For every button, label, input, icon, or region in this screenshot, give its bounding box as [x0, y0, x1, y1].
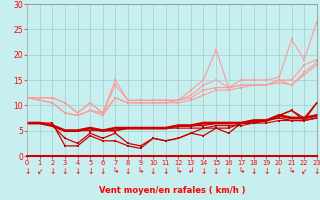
Text: ↓: ↓ [24, 167, 30, 176]
Text: ↓: ↓ [163, 167, 169, 176]
Text: ↓: ↓ [276, 167, 282, 176]
Text: ↓: ↓ [213, 167, 219, 176]
Text: ↓: ↓ [150, 167, 156, 176]
Text: ↓: ↓ [62, 167, 68, 176]
Text: ↓: ↓ [74, 167, 81, 176]
Text: ↳: ↳ [288, 167, 295, 176]
Text: ↓: ↓ [49, 167, 56, 176]
Text: ↙: ↙ [36, 167, 43, 176]
Text: ↓: ↓ [200, 167, 207, 176]
Text: ↳: ↳ [175, 167, 181, 176]
Text: ↳: ↳ [238, 167, 244, 176]
Text: ↓: ↓ [100, 167, 106, 176]
Text: ↳: ↳ [137, 167, 144, 176]
Text: ↓: ↓ [125, 167, 131, 176]
Text: ↓: ↓ [87, 167, 93, 176]
Text: ↓: ↓ [263, 167, 270, 176]
Text: ↓: ↓ [314, 167, 320, 176]
Text: ↓: ↓ [226, 167, 232, 176]
Text: ↙: ↙ [301, 167, 308, 176]
Text: ↓: ↓ [251, 167, 257, 176]
Text: ↳: ↳ [112, 167, 118, 176]
X-axis label: Vent moyen/en rafales ( km/h ): Vent moyen/en rafales ( km/h ) [99, 186, 245, 195]
Text: ↲: ↲ [188, 167, 194, 176]
